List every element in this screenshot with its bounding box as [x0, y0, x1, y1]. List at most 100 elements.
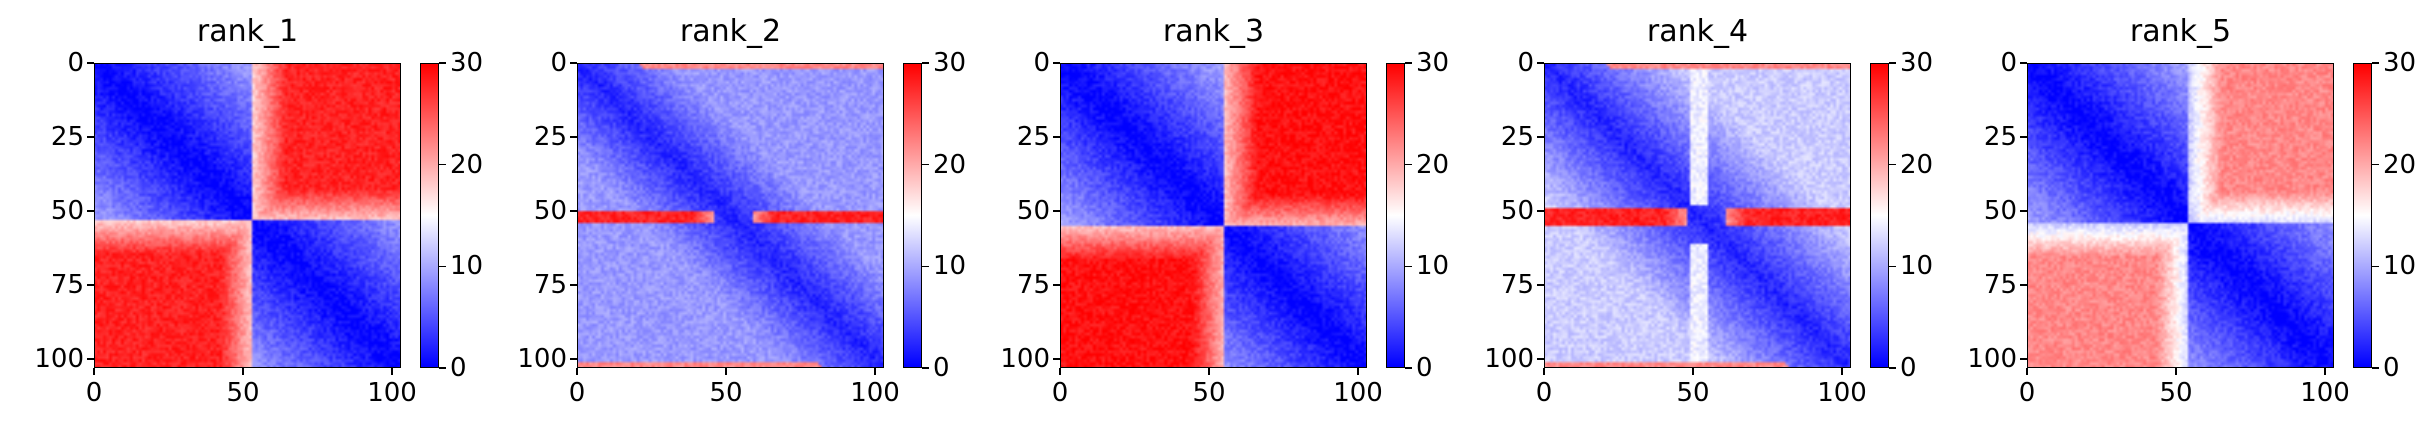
colorbar-tick-label: 30 [450, 48, 484, 78]
heatmap-cells [94, 63, 401, 368]
x-tick-label: 100 [2300, 378, 2350, 408]
colorbar-tick-label: 0 [1900, 353, 1917, 383]
y-tick [1053, 62, 1060, 64]
y-tick-label: 0 [2000, 48, 2017, 78]
y-tick-label: 0 [550, 48, 567, 78]
y-tick [2020, 62, 2027, 64]
colorbar [2353, 63, 2372, 368]
heatmap-cells [577, 63, 884, 368]
y-tick-label: 25 [1983, 122, 2017, 153]
colorbar [1870, 63, 1889, 368]
x-tick-label: 0 [1051, 378, 1069, 408]
y-tick-label: 50 [50, 196, 84, 227]
y-tick [570, 284, 577, 286]
heatmap-cells [1544, 63, 1851, 368]
x-tick-label: 100 [1817, 378, 1867, 408]
y-tick [1537, 136, 1544, 138]
colorbar-tick [922, 367, 929, 369]
x-tick [874, 368, 876, 375]
colorbar-tick [1405, 163, 1412, 166]
x-tick-label: 50 [2159, 378, 2193, 408]
x-tick [1692, 368, 1694, 375]
x-tick-label: 0 [568, 378, 586, 408]
colorbar [420, 63, 439, 368]
colorbar-tick-label: 30 [2383, 48, 2417, 78]
colorbar-tick-label: 20 [933, 149, 967, 180]
y-tick [2020, 284, 2027, 286]
y-tick-label: 25 [1500, 122, 1534, 153]
y-tick-label: 100 [34, 344, 84, 375]
chart-title: rank_4 [1646, 14, 1749, 49]
y-tick [87, 358, 94, 360]
y-tick-label: 50 [1016, 196, 1050, 227]
y-tick [570, 210, 577, 212]
colorbar-tick [439, 265, 446, 268]
x-tick-label: 0 [1535, 378, 1553, 408]
colorbar-tick [1889, 265, 1896, 268]
colorbar-tick-label: 0 [933, 353, 950, 383]
y-tick-label: 75 [1500, 270, 1534, 301]
colorbar-tick [922, 62, 929, 64]
y-tick [570, 358, 577, 360]
colorbar-tick-label: 0 [450, 353, 467, 383]
y-tick-label: 75 [1983, 270, 2017, 301]
y-tick [2020, 210, 2027, 212]
x-tick [725, 368, 727, 375]
y-tick [87, 284, 94, 286]
x-tick-label: 0 [2018, 378, 2036, 408]
colorbar-tick-label: 10 [450, 251, 484, 282]
y-tick [2020, 358, 2027, 360]
colorbar-tick [1405, 367, 1412, 369]
colorbar-tick-label: 30 [1900, 48, 1934, 78]
colorbar-tick [2372, 62, 2379, 64]
y-tick-label: 0 [1517, 48, 1534, 78]
colorbar-tick [1405, 265, 1412, 268]
y-tick [87, 210, 94, 212]
y-tick-label: 0 [67, 48, 84, 78]
y-tick-label: 75 [533, 270, 567, 301]
x-tick [93, 368, 95, 375]
heatmap-cells [1060, 63, 1367, 368]
colorbar-tick-label: 30 [1416, 48, 1450, 78]
y-tick-label: 75 [1016, 270, 1050, 301]
y-tick [1053, 358, 1060, 360]
colorbar-tick-label: 20 [450, 149, 484, 180]
y-tick [1537, 358, 1544, 360]
colorbar-tick-label: 0 [1416, 353, 1433, 383]
x-tick [2175, 368, 2177, 375]
y-tick-label: 100 [1967, 344, 2017, 375]
heatmap-cells [2027, 63, 2334, 368]
x-tick [576, 368, 578, 375]
x-tick [391, 368, 393, 375]
y-tick-label: 25 [1016, 122, 1050, 153]
y-tick-label: 75 [50, 270, 84, 301]
colorbar-tick [1889, 163, 1896, 166]
colorbar-tick-label: 30 [933, 48, 967, 78]
y-tick [1537, 210, 1544, 212]
y-tick [1053, 210, 1060, 212]
x-tick-label: 100 [367, 378, 417, 408]
colorbar-tick [1889, 367, 1896, 369]
colorbar-tick-label: 10 [1416, 251, 1450, 282]
colorbar-tick [1889, 62, 1896, 64]
x-tick [1841, 368, 1843, 375]
y-tick-label: 25 [533, 122, 567, 153]
colorbar-tick [439, 163, 446, 166]
x-tick-label: 100 [850, 378, 900, 408]
colorbar [1386, 63, 1405, 368]
chart-title: rank_5 [2129, 14, 2232, 49]
y-tick-label: 50 [1500, 196, 1534, 227]
y-tick [87, 136, 94, 138]
x-tick-label: 50 [1192, 378, 1226, 408]
colorbar-tick-label: 20 [1900, 149, 1934, 180]
x-tick-label: 50 [1676, 378, 1710, 408]
y-tick-label: 100 [517, 344, 567, 375]
y-tick [1053, 136, 1060, 138]
y-tick [1053, 284, 1060, 286]
colorbar-tick [439, 62, 446, 64]
colorbar-tick-label: 20 [1416, 149, 1450, 180]
x-tick-label: 50 [709, 378, 743, 408]
